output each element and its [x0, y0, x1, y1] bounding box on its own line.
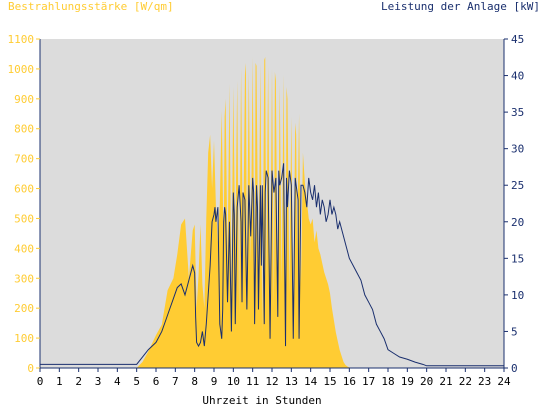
y-right-tick-label: 20 [511, 216, 524, 229]
x-tick-label: 15 [323, 375, 336, 388]
x-tick-label: 8 [191, 375, 198, 388]
x-tick-label: 24 [497, 375, 511, 388]
x-tick-label: 0 [37, 375, 44, 388]
x-tick-label: 20 [420, 375, 433, 388]
right-axis-title: Leistung der Anlage [kW] [381, 0, 540, 13]
x-tick-label: 6 [153, 375, 160, 388]
x-tick-label: 4 [114, 375, 121, 388]
power-line [40, 163, 504, 367]
x-tick-label: 10 [227, 375, 240, 388]
y-left-tick-label: 100 [14, 332, 34, 345]
y-left-tick-label: 700 [14, 153, 34, 166]
x-tick-label: 23 [478, 375, 491, 388]
x-tick-label: 5 [133, 375, 140, 388]
x-tick-label: 19 [401, 375, 414, 388]
y-left-tick-label: 500 [14, 212, 34, 225]
y-left-tick-label: 0 [27, 362, 34, 375]
x-tick-label: 13 [285, 375, 298, 388]
y-right-tick-label: 15 [511, 252, 524, 265]
y-right-tick-label: 45 [511, 33, 524, 46]
y-left-tick-label: 300 [14, 272, 34, 285]
left-axis-title: Bestrahlungsstärke [W/qm] [8, 0, 174, 13]
y-right-tick-label: 0 [511, 362, 518, 375]
x-tick-label: 2 [75, 375, 82, 388]
y-left-tick-label: 1000 [8, 63, 35, 76]
x-tick-label: 3 [95, 375, 102, 388]
x-tick-label: 11 [246, 375, 259, 388]
y-right-tick-label: 5 [511, 325, 518, 338]
y-right-tick-label: 25 [511, 179, 524, 192]
x-tick-label: 7 [172, 375, 179, 388]
x-tick-label: 9 [211, 375, 218, 388]
y-right-tick-label: 10 [511, 289, 524, 302]
x-tick-label: 12 [265, 375, 278, 388]
x-tick-label: 1 [56, 375, 63, 388]
x-tick-label: 17 [362, 375, 375, 388]
x-axis-title: Uhrzeit in Stunden [202, 394, 322, 407]
y-left-tick-label: 900 [14, 93, 34, 106]
x-tick-label: 21 [439, 375, 452, 388]
y-left-tick-label: 800 [14, 123, 34, 136]
x-tick-label: 18 [381, 375, 394, 388]
x-tick-label: 16 [343, 375, 356, 388]
y-right-tick-label: 35 [511, 106, 524, 119]
x-tick-label: 14 [304, 375, 318, 388]
y-right-tick-label: 40 [511, 70, 524, 83]
y-right-tick-label: 30 [511, 143, 524, 156]
x-tick-label: 22 [459, 375, 472, 388]
y-left-tick-label: 200 [14, 302, 34, 315]
y-left-tick-label: 600 [14, 183, 34, 196]
y-left-tick-label: 1100 [8, 33, 35, 46]
y-left-tick-label: 400 [14, 242, 34, 255]
